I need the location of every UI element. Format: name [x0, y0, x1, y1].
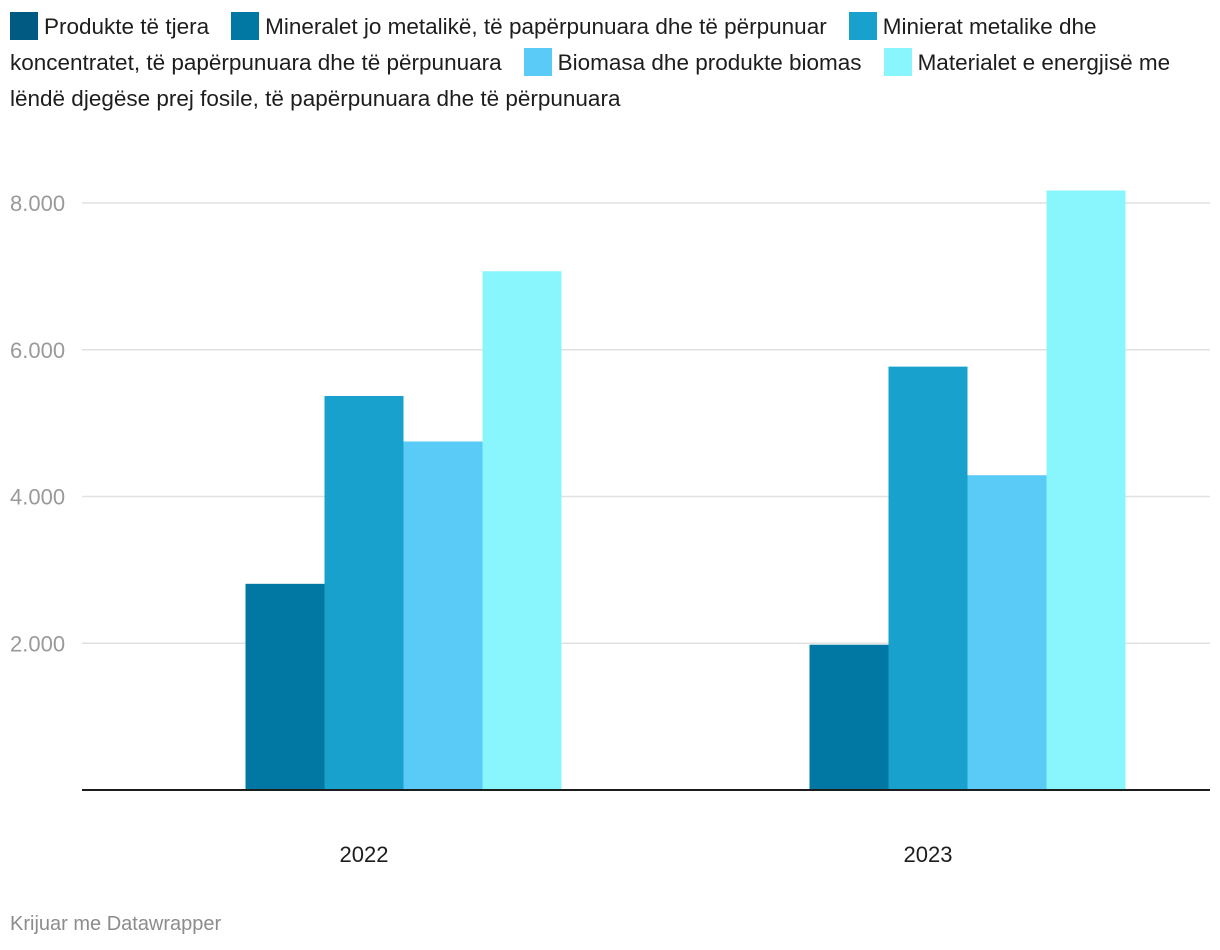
legend-label-2: Mineralet jo metalikë, të papërpunuara d…	[265, 14, 827, 39]
legend-label-1: Produkte të tjera	[44, 14, 210, 39]
bar-2022-series-4	[403, 441, 483, 790]
bar-2023-series-4	[967, 475, 1047, 790]
legend-swatch-4	[523, 48, 552, 76]
legend-swatch-3	[848, 12, 877, 40]
y-tick-label-4: 8.000	[10, 191, 65, 216]
bar-2023-series-5	[1046, 190, 1126, 790]
y-tick-label-3: 6.000	[10, 338, 65, 363]
bar-2023-series-2	[809, 644, 889, 790]
chart-legend: Produkte të tjera Mineralet jo metalikë, …	[10, 9, 1210, 117]
bar-2022-series-5	[482, 271, 562, 790]
legend-item-2: Mineralet jo metalikë, të papërpunuara d…	[231, 12, 827, 40]
footer-credit: Krijuar me Datawrapper	[10, 913, 222, 935]
legend-item-1: Produkte të tjera	[10, 12, 210, 40]
x-category-label-2023: 2023	[904, 842, 953, 867]
legend-label-4: Biomasa dhe produkte biomas	[557, 50, 862, 75]
legend-item-5: Materialet e energjisë me lëndë djegëse …	[10, 48, 1171, 111]
y-tick-label-2: 4.000	[10, 485, 65, 510]
bar-2023-series-3	[888, 366, 968, 790]
legend-swatch-5	[883, 48, 912, 76]
legend-item-3: Minierat metalike dhe koncentratet, të p…	[10, 12, 1097, 75]
legend-item-4: Biomasa dhe produkte biomas	[523, 48, 862, 76]
x-category-label-2022: 2022	[340, 842, 389, 867]
bar-2022-series-3	[324, 395, 404, 790]
y-tick-label-1: 2.000	[10, 631, 65, 656]
legend-label-5: Materialet e energjisë me lëndë djegëse …	[10, 50, 1171, 111]
legend-label-3: Minierat metalike dhe koncentratet, të p…	[10, 14, 1097, 75]
bar-2022-series-2	[245, 583, 325, 790]
legend-swatch-1	[10, 12, 38, 40]
legend-swatch-2	[231, 12, 260, 40]
